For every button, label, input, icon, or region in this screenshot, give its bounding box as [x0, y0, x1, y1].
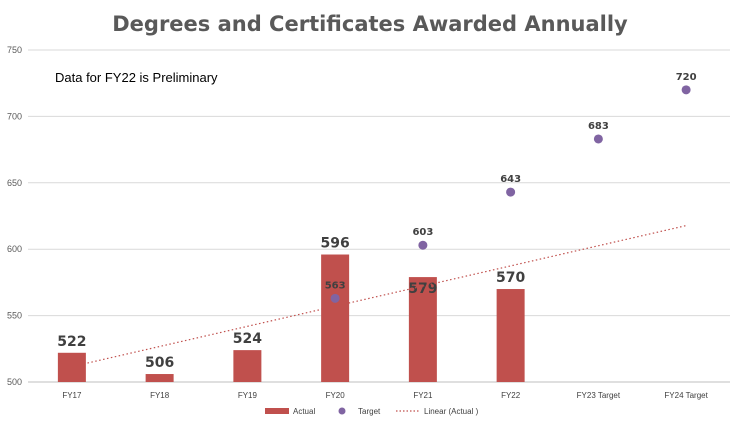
legend-label-actual: Actual: [293, 407, 315, 416]
legend-label-trendline: Linear (Actual ): [424, 407, 479, 416]
x-axis: FY17 FY18 FY19 FY20 FY21 FY22 FY23 Target FY24 …: [62, 391, 708, 400]
legend-label-target: Target: [358, 407, 381, 416]
target-point: [506, 187, 516, 197]
trendline-path: [71, 225, 687, 368]
trendline: [71, 225, 687, 368]
bar-value-label: 596: [321, 236, 350, 252]
target-value-label: 603: [412, 227, 433, 238]
bar: [496, 289, 525, 382]
y-tick-label: 700: [7, 111, 22, 121]
x-tick-label: FY24 Target: [664, 391, 708, 400]
target-value-label: 643: [500, 174, 521, 185]
x-tick-label: FY20: [326, 391, 346, 400]
x-tick-label: FY19: [238, 391, 258, 400]
bars: 522 506 524 596 579 570: [57, 236, 525, 382]
y-tick-label: 500: [7, 377, 22, 387]
y-tick-label: 750: [7, 45, 22, 55]
bar-value-label: 579: [408, 281, 437, 297]
x-tick-label: FY17: [62, 391, 82, 400]
x-tick-label: FY18: [150, 391, 170, 400]
target-point: [330, 293, 340, 303]
x-tick-label: FY21: [413, 391, 433, 400]
x-tick-label: FY22: [501, 391, 521, 400]
bar: [233, 350, 262, 382]
legend-swatch-target: [338, 407, 346, 415]
legend: Actual Target Linear (Actual ): [265, 407, 479, 416]
bar: [57, 352, 86, 382]
gridlines: [28, 49, 730, 383]
target-points: 563 603 643 683 720: [325, 72, 697, 303]
target-value-label: 720: [676, 72, 697, 83]
bar-value-label: 522: [57, 334, 86, 350]
y-tick-label: 650: [7, 178, 22, 188]
target-point: [681, 85, 691, 95]
legend-swatch-actual: [265, 408, 289, 414]
target-value-label: 563: [325, 280, 346, 291]
chart-annotation: Data for FY22 is Preliminary: [55, 70, 218, 85]
target-point: [418, 240, 428, 250]
bar: [321, 254, 350, 382]
bar: [145, 374, 174, 382]
x-tick-label: FY23 Target: [577, 391, 621, 400]
target-value-label: 683: [588, 121, 609, 132]
chart-title: Degrees and Certificates Awarded Annuall…: [112, 12, 628, 36]
y-axis: 500 550 600 650 700 750: [7, 45, 22, 387]
target-point: [593, 134, 603, 144]
bar: [408, 277, 437, 382]
y-tick-label: 600: [7, 244, 22, 254]
bar-value-label: 524: [233, 331, 262, 347]
bar-value-label: 570: [496, 270, 525, 286]
bar-value-label: 506: [145, 355, 174, 371]
y-tick-label: 550: [7, 311, 22, 321]
